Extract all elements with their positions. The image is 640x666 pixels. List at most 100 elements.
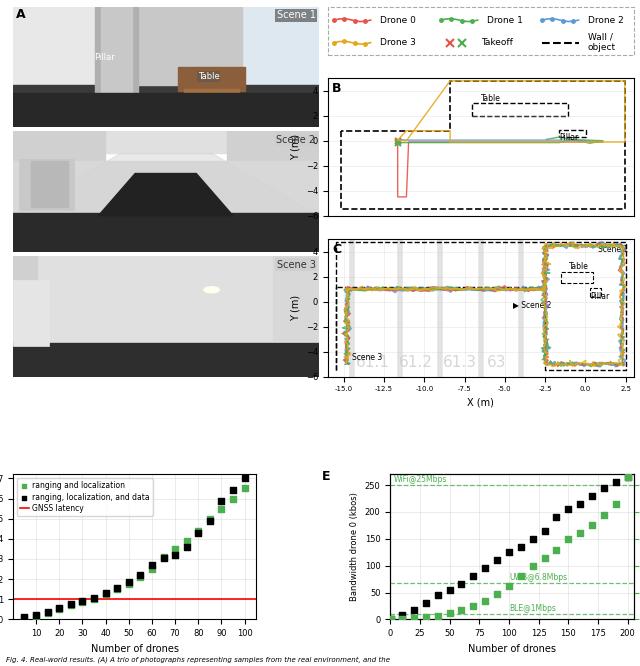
Text: 61.3: 61.3 (443, 355, 477, 370)
ranging, localization, and data (112, 583, 122, 593)
Point (611, 499, 621, 509)
Text: Table: Table (569, 262, 589, 271)
Bar (13, 131, 104, 216)
Bar (13, 343, 319, 376)
ranging, localization, and data (147, 559, 157, 570)
Point (516, 541, 526, 552)
ranging and localization (19, 613, 29, 623)
Text: 61.2: 61.2 (399, 355, 433, 370)
Bar (559, 129, 586, 137)
Point (420, 598, 431, 609)
ranging and localization (31, 611, 41, 621)
Wedge shape (0, 161, 410, 258)
ranging, localization, and data (100, 588, 111, 599)
ranging and localization (124, 579, 134, 589)
Text: Table: Table (481, 94, 500, 103)
Text: Table: Table (198, 72, 220, 81)
Text: 63: 63 (487, 355, 506, 370)
ranging and localization (239, 483, 250, 494)
Y-axis label: Y (m): Y (m) (290, 295, 300, 321)
Point (409, 604, 419, 615)
Circle shape (204, 287, 220, 293)
Y-axis label: Bandwidth drone 0 (kbos): Bandwidth drone 0 (kbos) (350, 492, 359, 601)
Text: B: B (332, 83, 342, 95)
Point (540, 525, 550, 536)
Text: Scene 1: Scene 1 (276, 10, 316, 20)
Point (587, 520, 597, 531)
Point (575, 499, 585, 509)
ranging, localization, and data (193, 527, 204, 538)
Bar (13, 256, 319, 346)
Text: Pillar: Pillar (590, 292, 609, 301)
Point (599, 509, 609, 520)
Text: Scene 1: Scene 1 (598, 244, 628, 254)
Bar (13, 213, 319, 252)
ranging and localization (216, 503, 227, 514)
Text: Drone 3: Drone 3 (380, 38, 415, 47)
Text: WiFi@25Mbps: WiFi@25Mbps (394, 476, 447, 484)
Point (504, 547, 514, 557)
Point (551, 512, 561, 523)
Point (527, 533, 538, 544)
ranging, localization, and data (205, 515, 215, 526)
ranging and localization (228, 494, 238, 504)
Bar (273, 256, 319, 340)
Bar (13, 7, 319, 37)
Bar (13, 85, 319, 127)
Text: Takeoff: Takeoff (481, 38, 513, 47)
ranging and localization (100, 589, 111, 599)
Point (575, 528, 585, 539)
ranging, localization, and data (77, 596, 88, 607)
ranging and localization (158, 551, 168, 562)
Text: 61.1: 61.1 (356, 355, 390, 370)
Bar (104, 7, 242, 85)
ranging and localization (182, 535, 192, 546)
GNSS latency (9, 595, 17, 603)
ranging, localization, and data (170, 549, 180, 560)
Point (551, 544, 561, 555)
Text: E: E (322, 470, 330, 483)
ranging, localization, and data (19, 612, 29, 623)
Point (468, 601, 478, 611)
ranging and localization (89, 594, 99, 605)
Text: Scene 3: Scene 3 (276, 260, 316, 270)
ranging and localization (54, 604, 64, 615)
ranging, localization, and data (66, 599, 76, 609)
Point (611, 477, 621, 488)
Bar (561, 272, 593, 283)
ranging and localization (205, 513, 215, 524)
ranging and localization (135, 571, 145, 582)
ranging, localization, and data (239, 473, 250, 484)
Bar (31, 161, 68, 207)
Bar (178, 67, 245, 91)
Text: Drone 1: Drone 1 (487, 15, 523, 25)
Bar (95, 7, 138, 97)
ranging and localization (112, 584, 122, 595)
Bar (13, 93, 319, 127)
Bar (227, 7, 319, 91)
Text: Drone 2: Drone 2 (588, 15, 623, 25)
Point (504, 580, 514, 591)
Point (623, 472, 633, 482)
Bar (19, 159, 74, 210)
Point (386, 614, 396, 625)
Point (492, 589, 502, 599)
Bar (13, 256, 37, 346)
Bar (472, 103, 568, 116)
ranging, localization, and data (42, 607, 52, 617)
ranging, localization, and data (54, 603, 64, 613)
Point (563, 533, 573, 544)
Point (587, 490, 597, 501)
X-axis label: X (m): X (m) (467, 398, 494, 408)
ranging and localization (147, 563, 157, 574)
Bar (13, 131, 319, 153)
Point (386, 613, 396, 624)
ranging and localization (42, 608, 52, 619)
Point (480, 595, 490, 606)
ranging and localization (170, 543, 180, 554)
ranging, localization, and data (182, 541, 192, 552)
Point (540, 552, 550, 563)
X-axis label: Number of drones: Number of drones (468, 643, 556, 653)
Text: Pillar: Pillar (94, 53, 115, 62)
Text: A: A (16, 8, 26, 21)
